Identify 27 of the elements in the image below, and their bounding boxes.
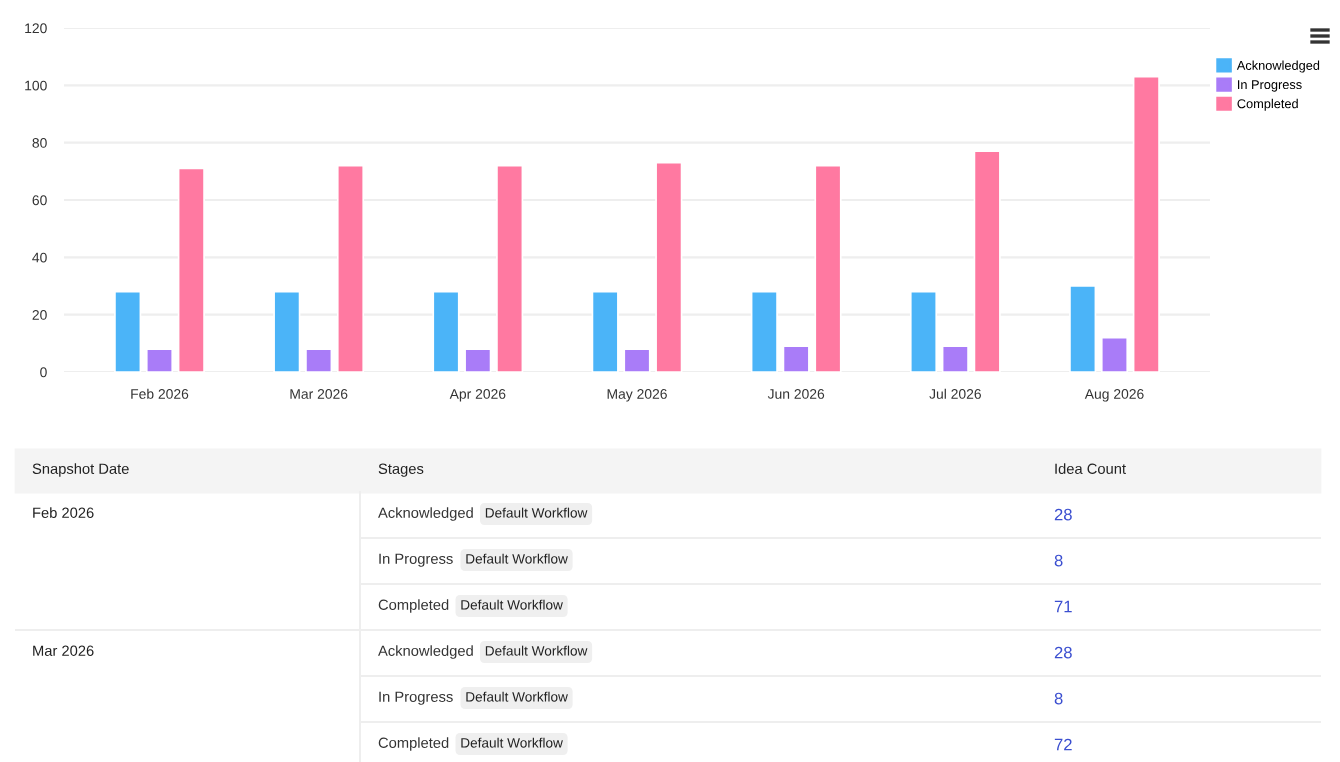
- text: 28: [1054, 508, 1072, 521]
- text: 8: [1054, 554, 1063, 567]
- text: 72: [1054, 738, 1072, 751]
- bar: [114, 290, 142, 372]
- text: 71: [1054, 600, 1072, 613]
- bar: [782, 345, 810, 372]
- bar: [941, 345, 969, 372]
- bar: [464, 348, 492, 372]
- bar: [623, 348, 651, 372]
- bar: [591, 290, 619, 372]
- bar: [432, 290, 460, 372]
- bar: [655, 161, 683, 372]
- text: 28: [1054, 646, 1072, 659]
- bar: [145, 348, 174, 372]
- bar: [973, 150, 1001, 372]
- bar: [1132, 75, 1160, 372]
- bar: [273, 290, 301, 372]
- bar: [1069, 285, 1097, 372]
- bar: [177, 167, 205, 372]
- text: 8: [1054, 692, 1063, 705]
- bar: [1100, 336, 1129, 372]
- bar: [336, 164, 365, 372]
- bar: [814, 164, 842, 372]
- bar: [909, 290, 938, 372]
- bar: [496, 164, 524, 372]
- bar: [750, 290, 778, 372]
- bar: [305, 348, 333, 372]
